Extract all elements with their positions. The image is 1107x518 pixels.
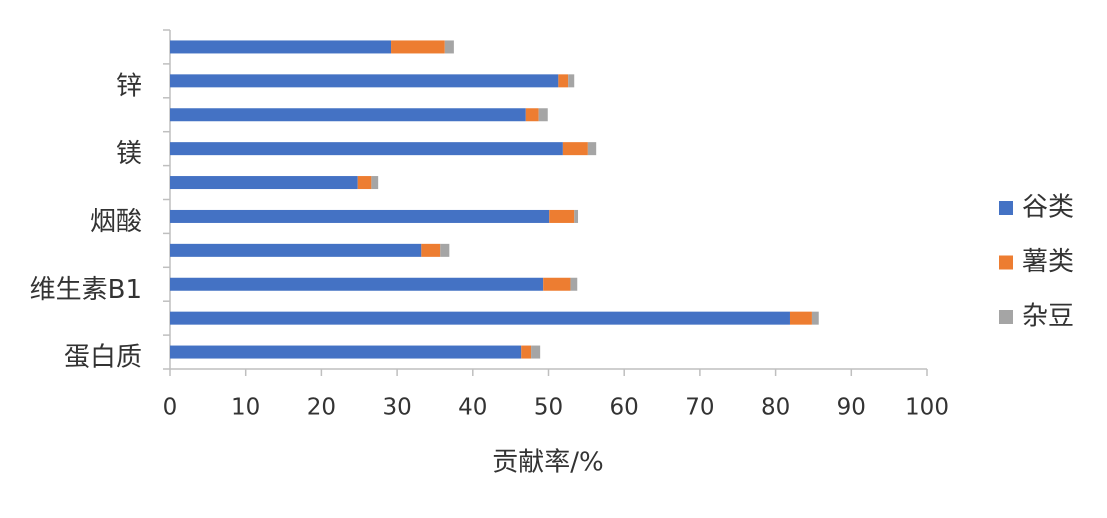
bar-segment <box>789 311 812 325</box>
bar-segment <box>440 243 450 257</box>
legend-swatch <box>999 310 1013 324</box>
x-tick-label: 30 <box>382 395 411 421</box>
bar-segment <box>421 243 441 257</box>
bar-segment <box>170 311 790 325</box>
x-tick-label: 80 <box>761 395 790 421</box>
bar-segment <box>558 74 569 88</box>
bar-segment <box>170 243 422 257</box>
bar-segment <box>170 209 550 223</box>
bar-segment <box>543 277 571 291</box>
x-tick-label: 20 <box>307 395 336 421</box>
x-tick-label: 10 <box>231 395 260 421</box>
bar-segment <box>444 40 454 54</box>
x-tick-label: 100 <box>905 395 949 421</box>
legend-swatch <box>999 255 1013 270</box>
legend-swatch <box>999 201 1013 215</box>
bar-segment <box>170 345 522 359</box>
bar-segment <box>531 345 541 359</box>
bar-segment <box>170 176 358 190</box>
bar-segment <box>811 311 819 325</box>
bar-segment <box>371 176 379 190</box>
y-tick-label: 蛋白质 <box>64 343 142 373</box>
bar-segment <box>549 209 575 223</box>
legend-label: 薯类 <box>1022 247 1074 277</box>
y-tick-label: 维生素B1 <box>30 275 142 305</box>
bar-segment <box>574 209 579 223</box>
x-tick-label: 60 <box>610 395 639 421</box>
bar-segment <box>568 74 575 88</box>
bar-segment <box>525 108 539 122</box>
bar-segment <box>538 108 548 122</box>
y-tick-label: 锌 <box>116 71 142 101</box>
bar-segment <box>170 74 559 88</box>
x-tick-label: 0 <box>163 395 178 421</box>
bar-segment <box>562 142 588 156</box>
legend-label: 杂豆 <box>1022 302 1074 332</box>
bar-segment <box>521 345 532 359</box>
x-tick-label: 90 <box>837 395 866 421</box>
bar-segment <box>587 142 597 156</box>
x-axis-label: 贡献率/% <box>492 448 603 478</box>
bar-segment <box>170 277 544 291</box>
bar-segment <box>170 142 563 156</box>
bar-segment <box>357 176 372 190</box>
y-tick-label: 烟酸 <box>90 207 142 237</box>
bar-segment <box>570 277 578 291</box>
legend-label: 谷类 <box>1022 193 1074 223</box>
x-tick-label: 40 <box>458 395 487 421</box>
bar-segment <box>391 40 445 54</box>
bar-segment <box>170 108 526 122</box>
bar-segment <box>170 40 392 54</box>
x-tick-label: 50 <box>534 395 563 421</box>
y-tick-label: 镁 <box>116 139 142 169</box>
x-tick-label: 70 <box>685 395 714 421</box>
